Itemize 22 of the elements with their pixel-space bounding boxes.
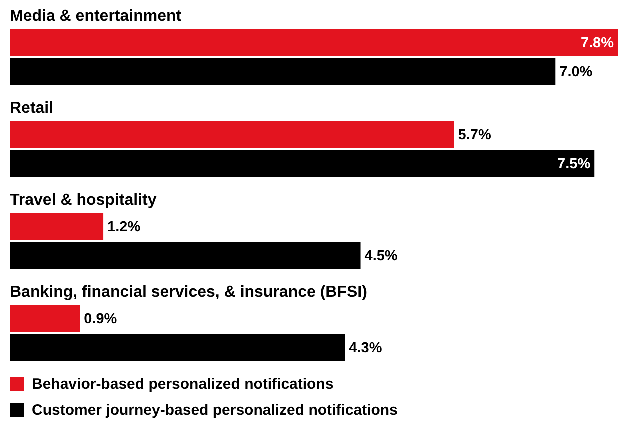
data-label: 7.5%	[558, 156, 591, 172]
bar	[10, 150, 595, 177]
y-tick-label: Banking, financial services, & insurance (BFSI)	[10, 284, 368, 301]
y-tick-label: Media & entertainment	[10, 8, 182, 25]
data-label: 7.0%	[560, 64, 593, 80]
y-tick-label: Retail	[10, 100, 54, 117]
bar	[10, 305, 80, 332]
data-label: 5.7%	[458, 128, 492, 144]
data-label: 1.2%	[108, 220, 141, 236]
bar	[10, 29, 618, 56]
bar	[10, 242, 361, 269]
data-label: 0.9%	[84, 312, 118, 328]
bar	[10, 58, 556, 85]
data-label: 4.5%	[364, 248, 398, 264]
y-tick-label: Travel & hospitality	[10, 192, 157, 209]
data-label: 7.8%	[580, 36, 614, 52]
bar	[10, 334, 346, 361]
bar	[10, 121, 454, 148]
data-label: 4.3%	[349, 340, 382, 356]
legend-label: Customer journey-based personalized notifications	[32, 402, 398, 419]
bar	[10, 213, 104, 240]
legend-label: Behavior-based personalized notifications	[32, 376, 334, 393]
